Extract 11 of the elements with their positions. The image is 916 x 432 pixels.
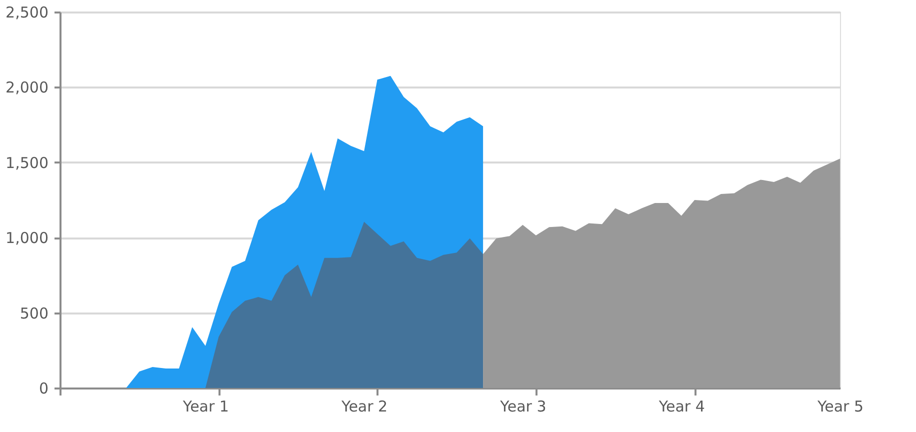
x-tick-label: Year 4 — [658, 398, 705, 416]
y-tick-label: 2,500 — [6, 4, 48, 22]
y-tick-label: 2,000 — [6, 78, 48, 97]
y-tick-label: 1,500 — [6, 154, 48, 172]
x-tick-label: Year 3 — [499, 398, 546, 416]
y-tick-label: 500 — [20, 304, 48, 322]
x-tick-label: Year 2 — [340, 398, 388, 416]
x-tick-label: Year 5 — [816, 398, 864, 416]
y-tick-label: 0 — [38, 380, 48, 398]
y-tick-label: 1,000 — [6, 229, 48, 248]
x-tick-label: Year 1 — [182, 398, 229, 416]
